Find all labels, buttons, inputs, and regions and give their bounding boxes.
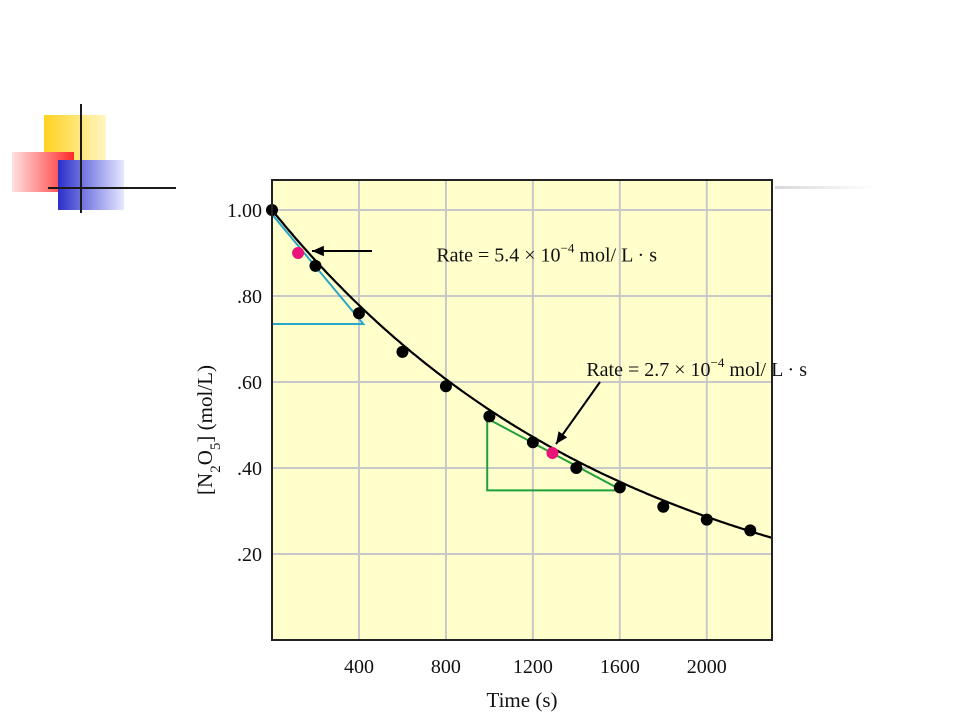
y-axis-title-sub2: 5 (208, 443, 224, 451)
rate-label-2-suffix: mol/ L · s (724, 359, 807, 381)
rate-label-1-exponent: −4 (561, 240, 575, 255)
rate-label-2-prefix: Rate = 2.7 × 10 (586, 359, 710, 381)
decay-curve (271, 209, 773, 539)
y-tick-4: .20 (237, 544, 262, 566)
grid-lines (272, 180, 772, 640)
x-tick-2000: 2000 (687, 656, 727, 678)
x-tick-400: 400 (344, 656, 374, 678)
y-axis-title-mid: O (193, 450, 217, 465)
data-point-2 (352, 307, 365, 320)
data-point-11 (744, 524, 757, 537)
y-axis-title-close: ] (mol/L) (193, 365, 217, 443)
y-tick-3: .40 (237, 458, 262, 480)
rate-label-1-suffix: mol/ L · s (574, 244, 657, 266)
tangent-point-1 (292, 247, 305, 259)
y-axis-ticks: 1.00 .80 .60 .40 .20 (227, 200, 262, 566)
data-point-8 (613, 481, 626, 494)
plot-area (272, 180, 772, 640)
x-tick-800: 800 (431, 656, 461, 678)
data-point-5 (483, 410, 496, 423)
deco-title-underline (775, 186, 875, 189)
y-axis-title-sub1: 2 (208, 465, 224, 473)
data-points (266, 204, 757, 537)
x-axis-ticks: 400 800 1200 1600 2000 (344, 656, 727, 678)
plot-frame (271, 179, 773, 641)
data-point-10 (700, 513, 713, 526)
data-point-7 (570, 462, 583, 474)
x-tick-1200: 1200 (513, 656, 553, 678)
rate-label-1-prefix: Rate = 5.4 × 10 (436, 244, 560, 266)
x-axis-title: Time (s) (487, 688, 558, 712)
data-point-9 (657, 500, 670, 513)
rate-arrow-2-head (556, 431, 568, 444)
deco-blue-square (58, 160, 124, 210)
data-point-3 (396, 345, 409, 358)
y-tick-2: .60 (237, 372, 262, 394)
y-tick-0: 1.00 (227, 200, 262, 222)
rate-label-2: Rate = 2.7 × 10−4 mol/ L · s (586, 355, 807, 381)
rate-arrow-2-shaft (555, 381, 601, 445)
data-point-1 (309, 259, 322, 272)
rate-arrow-1-head (312, 245, 324, 257)
data-point-4 (439, 380, 452, 393)
rate-label-1: Rate = 5.4 × 10−4 mol/ L · s (436, 240, 657, 266)
rate-label-2-exponent: −4 (711, 355, 725, 370)
data-point-6 (526, 436, 539, 449)
y-axis-title: [N2O5] (mol/L) (193, 365, 224, 495)
x-tick-1600: 1600 (600, 656, 640, 678)
tangent-point-2 (546, 446, 559, 459)
y-axis-title-open: [N (193, 473, 217, 495)
y-tick-1: .80 (237, 286, 262, 308)
